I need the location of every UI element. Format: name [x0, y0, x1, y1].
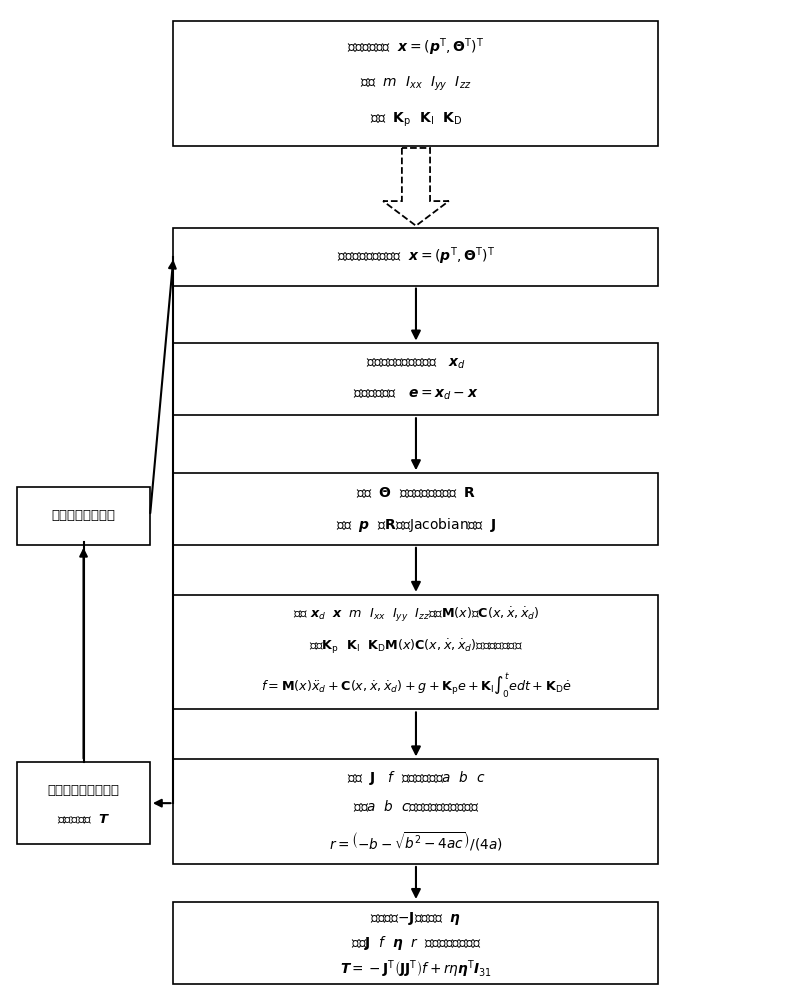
Text: $\boldsymbol{T}=-\mathbf{J}^{\mathrm{T}}\left(\mathbf{J}\mathbf{J}^{\mathrm{T}}\: $\boldsymbol{T}=-\mathbf{J}^{\mathrm{T}}…	[340, 958, 492, 980]
Text: 求解矩阵$-\mathbf{J}$的零空间  $\boldsymbol{\eta}$: 求解矩阵$-\mathbf{J}$的零空间 $\boldsymbol{\eta}…	[371, 910, 462, 927]
Text: 求解运动误差   $\boldsymbol{e}=\boldsymbol{x}_{d}-\boldsymbol{x}$: 求解运动误差 $\boldsymbol{e}=\boldsymbol{x}_{d…	[353, 388, 479, 402]
Text: 传感器获取机构状态  $\boldsymbol{x}=(\boldsymbol{p}^{\mathrm{T}},\boldsymbol{\Theta}^{\ma: 传感器获取机构状态 $\boldsymbol{x}=(\boldsymbol{p…	[337, 246, 495, 267]
Text: 力分配向量  $\boldsymbol{T}$: 力分配向量 $\boldsymbol{T}$	[57, 813, 111, 826]
FancyBboxPatch shape	[173, 473, 659, 545]
Text: 获取  $m$  $I_{xx}$  $I_{yy}$  $I_{zz}$: 获取 $m$ $I_{xx}$ $I_{yy}$ $I_{zz}$	[360, 75, 472, 93]
FancyBboxPatch shape	[173, 21, 659, 146]
FancyBboxPatch shape	[17, 487, 150, 545]
Text: $f=\mathbf{M}(x)\ddot{x}_{d}+\mathbf{C}(x,\dot{x},\dot{x}_{d})+g+\mathbf{K}_{\ma: $f=\mathbf{M}(x)\ddot{x}_{d}+\mathbf{C}(…	[261, 671, 571, 700]
Text: 根据$\mathbf{J}$  $f$  $\boldsymbol{\eta}$  $r$  求解张力分配向量: 根据$\mathbf{J}$ $f$ $\boldsymbol{\eta}$ $…	[351, 934, 481, 952]
Text: 确定  $\mathbf{K}_{\mathrm{p}}$  $\mathbf{K}_{\mathrm{I}}$  $\mathbf{K}_{\mathrm{D: 确定 $\mathbf{K}_{\mathrm{p}}$ $\mathbf{K}…	[370, 111, 462, 129]
FancyBboxPatch shape	[173, 595, 659, 709]
FancyBboxPatch shape	[173, 902, 659, 984]
Polygon shape	[383, 148, 449, 226]
FancyBboxPatch shape	[173, 759, 659, 864]
Text: 根据 $\boldsymbol{x}_{d}$  $\boldsymbol{x}$  $m$  $I_{xx}$  $I_{yy}$  $I_{zz}$求解$\: 根据 $\boldsymbol{x}_{d}$ $\boldsymbol{x}$…	[293, 605, 539, 624]
Text: 求解当前时刻目标状态   $\boldsymbol{x}_{d}$: 求解当前时刻目标状态 $\boldsymbol{x}_{d}$	[366, 356, 466, 371]
FancyBboxPatch shape	[17, 762, 150, 844]
Text: 柔索驱动电机执行张: 柔索驱动电机执行张	[48, 784, 119, 797]
Text: 并联冗余柔索机构: 并联冗余柔索机构	[52, 509, 115, 522]
Text: 根据  $\boldsymbol{p}$  与$\mathbf{R}$求解Jacobian矩阵  $\mathbf{J}$: 根据 $\boldsymbol{p}$ 与$\mathbf{R}$求解Jacob…	[336, 516, 496, 534]
Text: 根据  $\boldsymbol{\Theta}$  求解姿态转换矩阵  $\mathbf{R}$: 根据 $\boldsymbol{\Theta}$ 求解姿态转换矩阵 $\math…	[356, 486, 476, 501]
Text: 根据$\mathbf{K}_{\mathrm{p}}$  $\mathbf{K}_{\mathrm{I}}$  $\mathbf{K}_{\mathrm{D}}: 根据$\mathbf{K}_{\mathrm{p}}$ $\mathbf{K}_…	[309, 637, 523, 656]
FancyBboxPatch shape	[173, 228, 659, 286]
Text: 根据$a$  $b$  $c$求解最小张力超球半径: 根据$a$ $b$ $c$求解最小张力超球半径	[353, 799, 479, 814]
Text: $r=\left(-b-\sqrt{b^{2}-4ac}\right)/(4a)$: $r=\left(-b-\sqrt{b^{2}-4ac}\right)/(4a)…	[329, 830, 503, 852]
Text: 定义状态空间  $\boldsymbol{x}=(\boldsymbol{p}^{\mathrm{T}},\boldsymbol{\Theta}^{\mathr: 定义状态空间 $\boldsymbol{x}=(\boldsymbol{p}^{…	[347, 37, 484, 58]
Text: 根据  $\mathbf{J}$   $f$  求解中间变量$a$  $b$  $c$: 根据 $\mathbf{J}$ $f$ 求解中间变量$a$ $b$ $c$	[347, 769, 485, 787]
FancyBboxPatch shape	[173, 343, 659, 415]
